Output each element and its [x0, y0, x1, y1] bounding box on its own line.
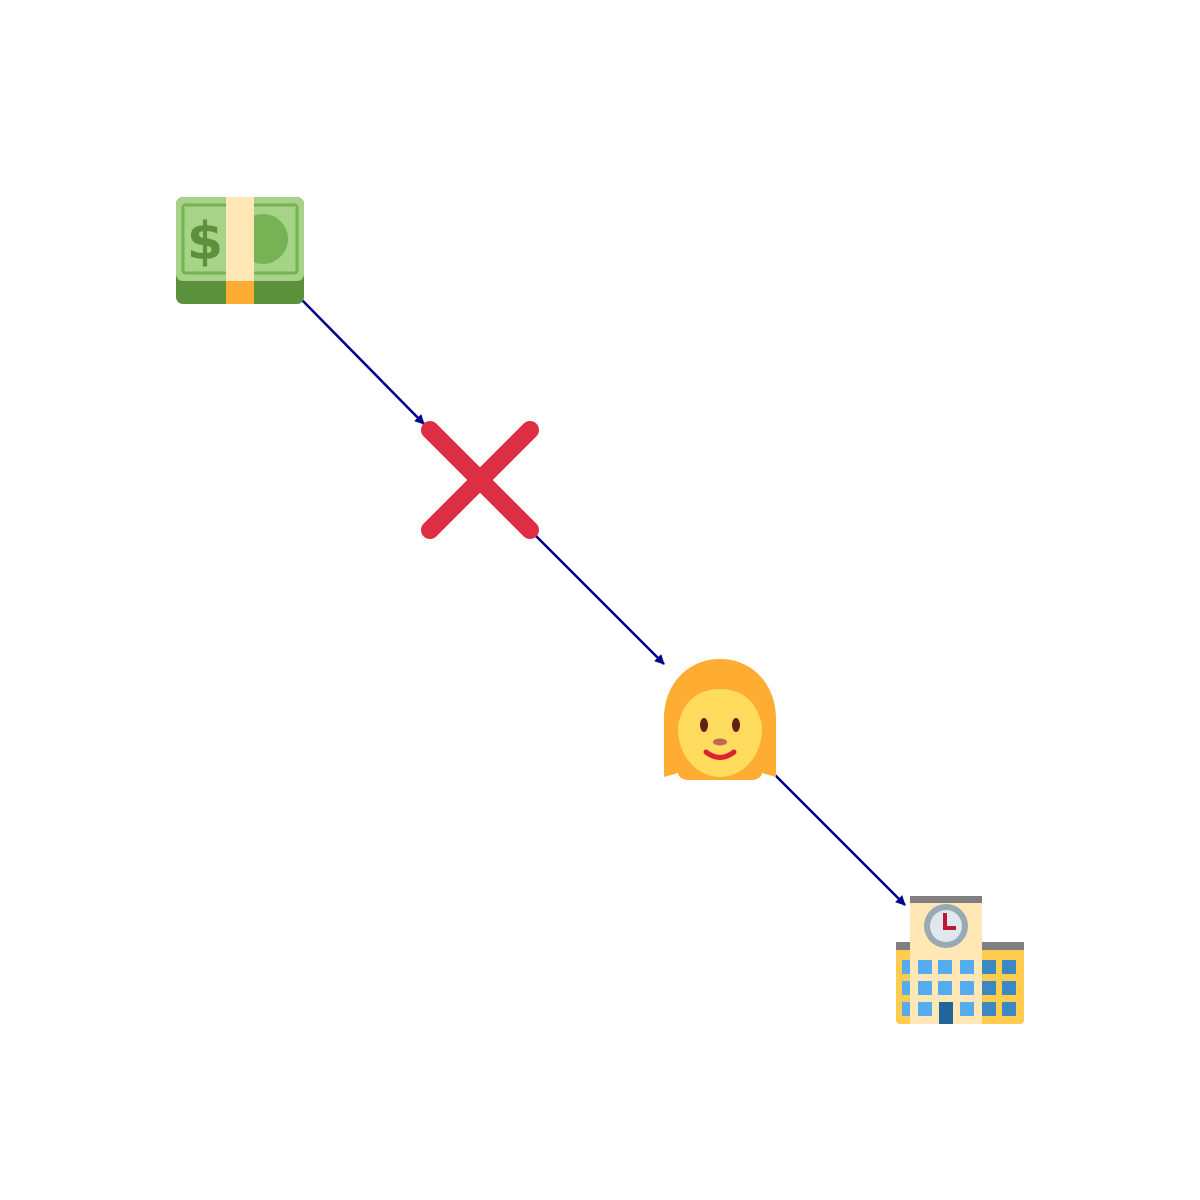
woman-icon — [664, 659, 776, 780]
school-building-icon — [896, 896, 1024, 1024]
edge-cross-to-woman — [535, 535, 665, 665]
cross-mark-icon — [421, 421, 539, 539]
svg-text:$: $ — [187, 212, 223, 272]
edges — [301, 299, 906, 906]
dollar-banknote-icon: $ — [176, 197, 304, 304]
edge-money-to-cross — [301, 299, 425, 425]
edge-woman-to-school — [774, 774, 906, 906]
